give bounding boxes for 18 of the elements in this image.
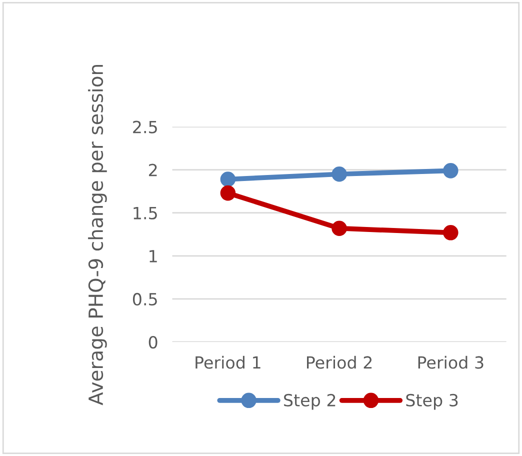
legend-label: Step 3 <box>406 394 458 410</box>
x-tick-label: Period 2 <box>307 356 372 369</box>
point <box>443 225 458 240</box>
point <box>332 220 347 236</box>
y-axis-title: Average PHQ-9 change per session <box>88 65 107 406</box>
y-tick-label: 0 <box>148 336 158 349</box>
y-tick-label: 2 <box>148 164 157 176</box>
point <box>443 163 458 178</box>
y-tick-label: 0.5 <box>132 292 157 306</box>
y-tick-label: 2.5 <box>133 120 157 134</box>
legend-label: Step 2 <box>284 394 336 410</box>
point <box>332 166 347 182</box>
point <box>220 185 236 201</box>
point <box>220 172 236 187</box>
x-tick-label: Period 3 <box>418 356 484 369</box>
y-tick-label: 1.5 <box>134 207 157 220</box>
x-tick-label: Period 1 <box>196 356 260 369</box>
y-tick-label: 1 <box>150 250 157 262</box>
